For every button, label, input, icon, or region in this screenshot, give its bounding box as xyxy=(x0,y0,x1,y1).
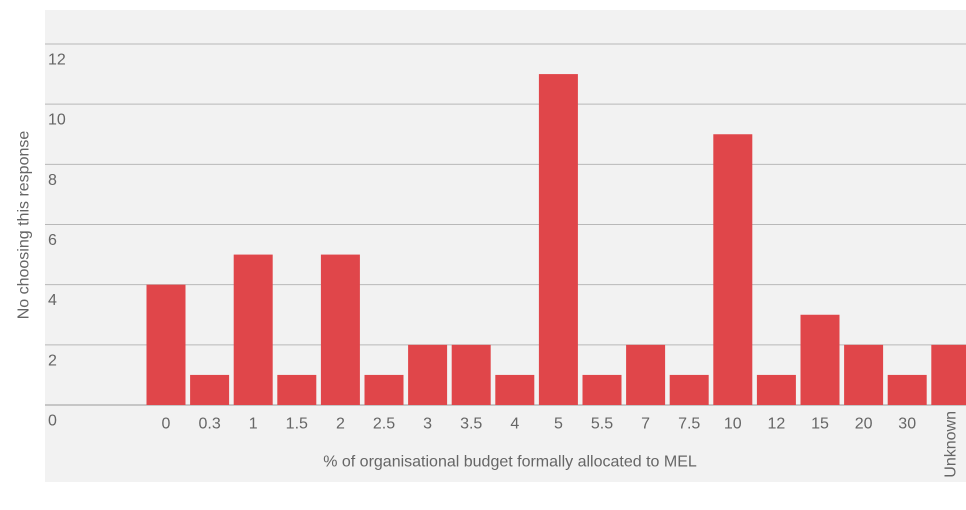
bar xyxy=(408,344,448,405)
y-tick-label: 2 xyxy=(48,352,57,369)
bar xyxy=(844,344,884,405)
x-tick-label: 30 xyxy=(898,416,916,433)
x-tick-label: 5.5 xyxy=(591,416,613,433)
bar xyxy=(538,74,578,405)
bar xyxy=(277,374,317,405)
x-tick-label: 4 xyxy=(510,416,519,433)
bar xyxy=(669,374,709,405)
bar xyxy=(931,344,966,405)
x-tick-label: 3 xyxy=(423,416,432,433)
bar xyxy=(320,254,360,405)
y-tick-label: 0 xyxy=(48,413,57,430)
y-tick-label: 8 xyxy=(48,172,57,189)
bar xyxy=(190,374,230,405)
x-tick-label: 0.3 xyxy=(198,416,220,433)
bar xyxy=(800,314,840,405)
x-tick-label: 3.5 xyxy=(460,416,482,433)
bar xyxy=(626,344,666,405)
y-tick-label: 12 xyxy=(48,52,66,69)
y-tick-label: 10 xyxy=(48,112,66,129)
y-tick-label: 6 xyxy=(48,232,57,249)
x-tick-label: 20 xyxy=(855,416,873,433)
x-tick-label: 1 xyxy=(249,416,258,433)
x-tick-label: 1.5 xyxy=(286,416,308,433)
bar xyxy=(146,284,186,405)
x-tick-label: 2.5 xyxy=(373,416,395,433)
x-tick-label: 5 xyxy=(554,416,563,433)
bar xyxy=(713,134,753,405)
y-axis-label: No choosing this response xyxy=(16,131,33,320)
bar xyxy=(582,374,622,405)
bar xyxy=(495,374,535,405)
bar xyxy=(756,374,796,405)
x-tick-label: 15 xyxy=(811,416,829,433)
x-tick-label: 2 xyxy=(336,416,345,433)
bar xyxy=(233,254,273,405)
bar xyxy=(887,374,927,405)
x-tick-label: 7.5 xyxy=(678,416,700,433)
bar xyxy=(364,374,404,405)
y-tick-label: 4 xyxy=(48,292,57,309)
x-tick-label: 7 xyxy=(641,416,650,433)
x-tick-label: 12 xyxy=(768,416,786,433)
x-tick-label: 0 xyxy=(162,416,171,433)
x-axis-label: % of organisational budget formally allo… xyxy=(323,454,697,471)
plot-background xyxy=(45,10,966,482)
bar xyxy=(451,344,491,405)
x-tick-label: Unknown xyxy=(942,411,959,478)
x-tick-label: 10 xyxy=(724,416,742,433)
